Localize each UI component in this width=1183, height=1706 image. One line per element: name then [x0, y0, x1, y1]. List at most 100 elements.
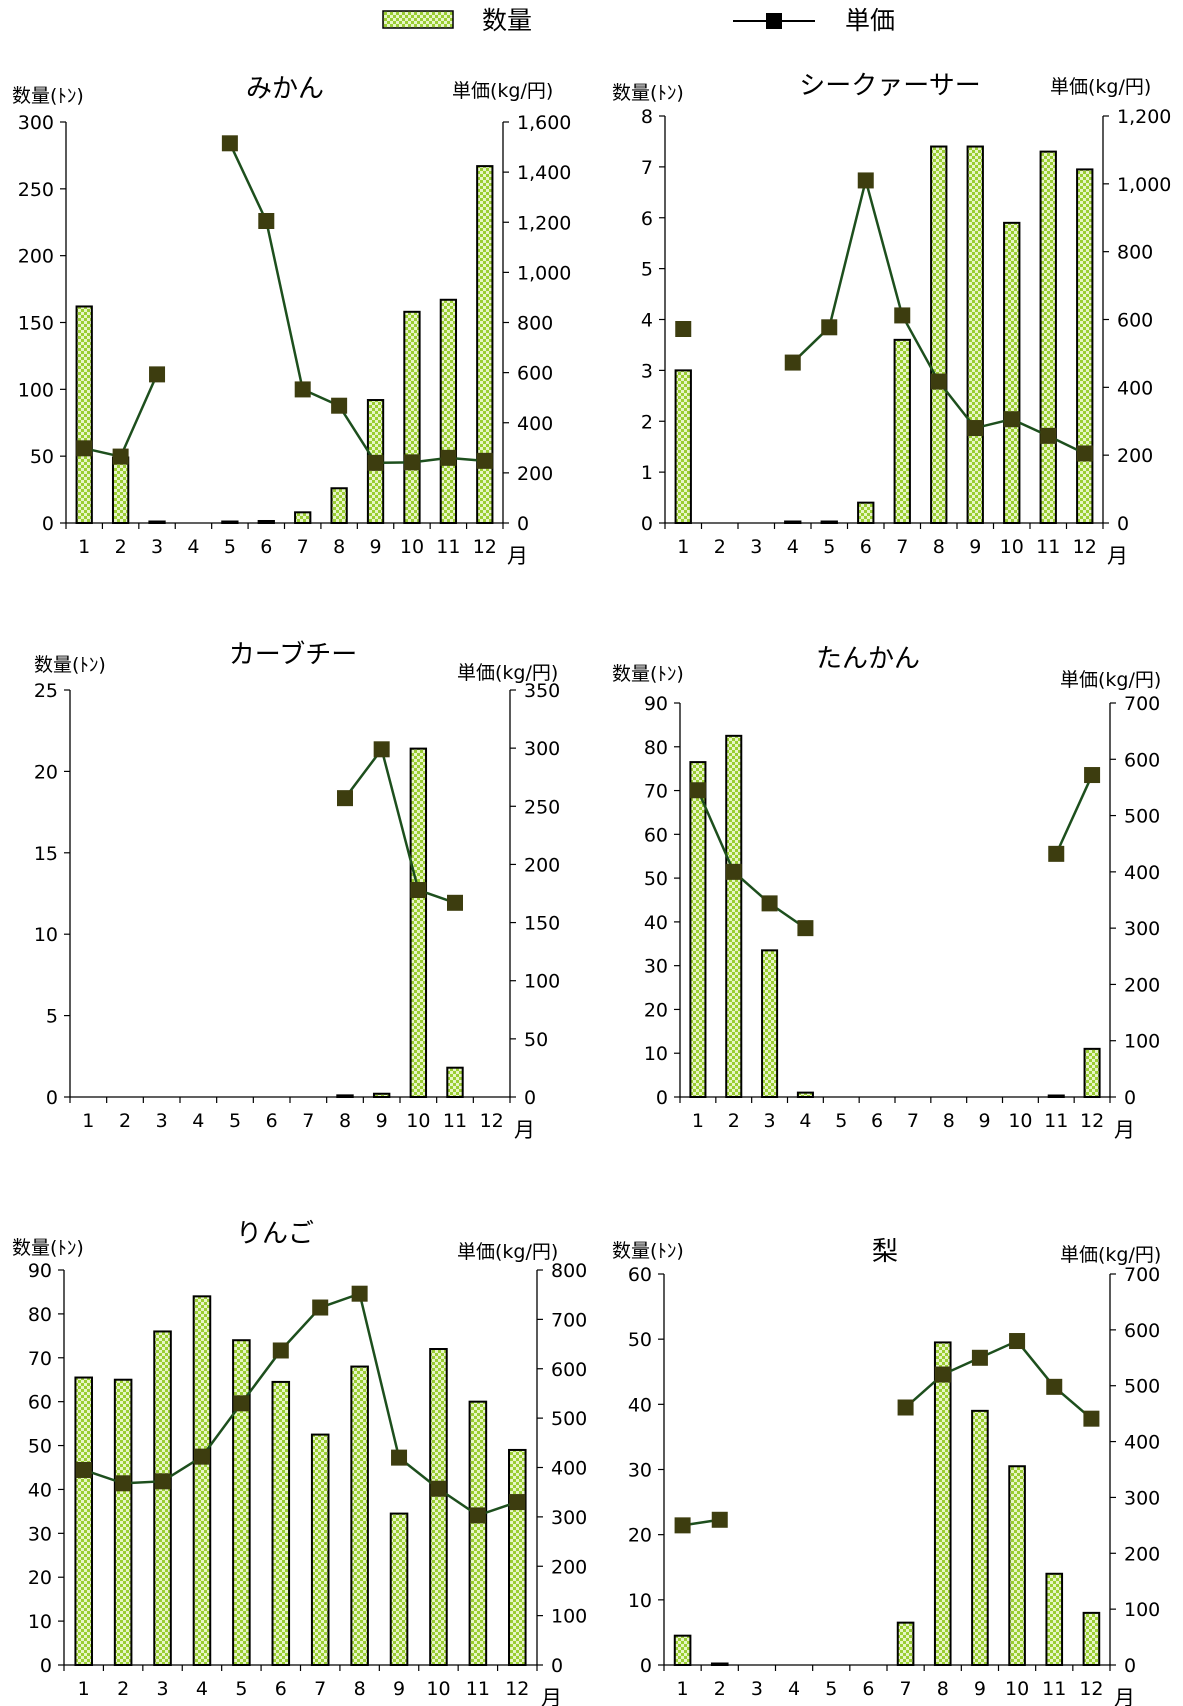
y2-tick-label: 100	[1124, 1031, 1160, 1053]
y-tick-label: 0	[640, 1655, 652, 1677]
y2-tick-label: 100	[1124, 1599, 1160, 1621]
bar	[725, 734, 743, 1098]
y-tick-label: 200	[18, 246, 54, 268]
x-axis-unit: 月	[1114, 1118, 1135, 1142]
x-tick-label: 2	[117, 1678, 129, 1700]
bar	[257, 519, 275, 524]
y2-tick-label: 100	[551, 1606, 587, 1628]
chart-title: カーブチー	[229, 640, 357, 670]
price-marker	[934, 1366, 951, 1383]
x-axis-unit: 月	[1114, 1686, 1135, 1706]
x-tick-label: 10	[406, 1110, 430, 1132]
x-tick-label: 3	[156, 1110, 168, 1132]
x-tick-label: 1	[677, 1678, 689, 1700]
y-tick-label: 60	[28, 1392, 52, 1414]
price-line	[83, 373, 159, 459]
x-axis-unit: 月	[507, 544, 528, 568]
price-marker	[440, 449, 457, 466]
y-tick-label: 50	[644, 868, 668, 890]
bar	[857, 501, 875, 524]
price-marker	[149, 366, 166, 383]
y2-tick-label: 600	[1117, 310, 1153, 332]
x-tick-label: 1	[78, 1678, 90, 1700]
y-tick-label: 50	[628, 1329, 652, 1351]
x-tick-label: 1	[78, 536, 90, 558]
y-tick-label: 60	[628, 1264, 652, 1286]
bar	[893, 338, 911, 524]
legend-bar-label: 数量	[482, 6, 532, 35]
y2-tick-label: 400	[517, 413, 553, 435]
bar	[113, 1378, 133, 1666]
x-tick-label: 12	[473, 536, 497, 558]
y2-tick-label: 100	[524, 971, 560, 993]
y2-tick-label: 0	[1124, 1087, 1136, 1109]
price-marker	[675, 320, 692, 337]
bar	[1008, 1465, 1026, 1667]
y2-tick-label: 200	[1117, 445, 1153, 467]
price-marker	[447, 894, 463, 911]
y2-tick-label: 200	[1124, 974, 1160, 996]
price-marker	[1046, 1378, 1063, 1395]
bar	[429, 1348, 448, 1666]
bar	[784, 520, 802, 524]
x-tick-label: 2	[714, 536, 726, 558]
price-line	[344, 746, 456, 904]
bar	[221, 520, 239, 524]
bar	[74, 1376, 93, 1667]
x-tick-label: 4	[196, 1678, 208, 1700]
y2-tick-label: 400	[1124, 1432, 1160, 1454]
x-tick-label: 6	[860, 536, 872, 558]
x-tick-label: 12	[1073, 536, 1097, 558]
y-tick-label: 25	[34, 680, 58, 702]
bar	[674, 369, 692, 524]
y-tick-label: 30	[628, 1460, 652, 1482]
y-axis-label: 数量(ﾄﾝ)	[612, 663, 684, 685]
x-tick-label: 4	[787, 536, 799, 558]
bar	[271, 1380, 291, 1666]
x-tick-label: 8	[333, 536, 345, 558]
bar	[1045, 1572, 1064, 1667]
bar	[336, 1094, 354, 1098]
y-tick-label: 90	[644, 693, 668, 715]
bar	[796, 1091, 814, 1098]
y-tick-label: 20	[644, 999, 668, 1021]
price-marker	[115, 1475, 132, 1492]
x-tick-label: 4	[788, 1678, 800, 1700]
bar	[896, 1621, 915, 1667]
y-tick-label: 3	[641, 360, 653, 382]
y2-tick-label: 350	[524, 680, 560, 702]
bar	[971, 1409, 989, 1666]
bar	[1076, 168, 1094, 524]
bar	[468, 1400, 488, 1666]
bar	[192, 1295, 212, 1667]
y2-axis-label: 単価(kg/円)	[452, 80, 553, 102]
y-tick-label: 5	[46, 1006, 58, 1028]
y2-tick-label: 500	[1124, 1376, 1160, 1398]
y2-tick-label: 300	[1124, 918, 1160, 940]
price-marker	[403, 454, 420, 471]
price-marker	[469, 1507, 486, 1524]
y-tick-label: 20	[34, 761, 58, 783]
x-tick-label: 5	[235, 1678, 247, 1700]
y-tick-label: 50	[28, 1436, 52, 1458]
legend: 数量 単価	[382, 6, 895, 35]
y2-tick-label: 600	[1124, 1320, 1160, 1342]
price-marker	[1083, 1410, 1100, 1427]
price-marker	[193, 1448, 210, 1465]
y-tick-label: 90	[28, 1260, 52, 1282]
price-marker	[233, 1395, 250, 1412]
x-tick-label: 3	[764, 1110, 776, 1132]
x-tick-label: 11	[1036, 536, 1060, 558]
chart-title: みかん	[246, 74, 324, 104]
price-marker	[509, 1494, 526, 1511]
x-tick-label: 9	[969, 536, 981, 558]
bar	[372, 1092, 391, 1099]
y-tick-label: 1	[641, 462, 653, 484]
bar	[761, 949, 779, 1098]
y-tick-label: 10	[628, 1590, 652, 1612]
price-marker	[897, 1399, 914, 1416]
x-tick-label: 1	[677, 536, 689, 558]
